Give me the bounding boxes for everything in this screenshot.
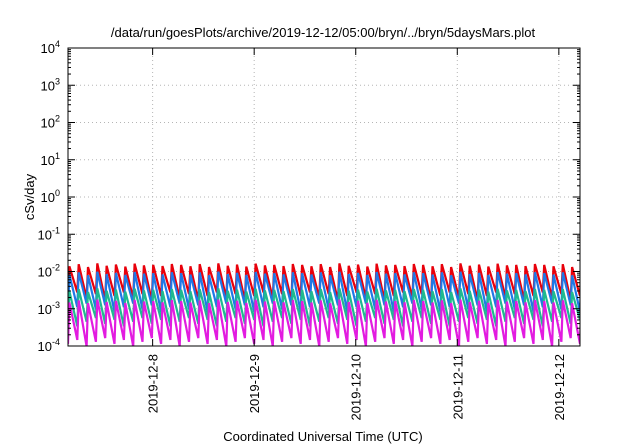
x-axis-label: Coordinated Universal Time (UTC) bbox=[223, 429, 422, 444]
y-tick-label: 10-3 bbox=[38, 300, 60, 317]
series-line-4 bbox=[68, 299, 580, 346]
series-line-3 bbox=[68, 288, 580, 327]
x-tick-label: 2019-12-10 bbox=[349, 354, 364, 421]
x-tick-label: 2019-12-12 bbox=[552, 354, 567, 421]
y-tick-label: 104 bbox=[41, 39, 60, 56]
y-axis: 10-4 10-3 10-2 10-1 100 101 102 103 104 bbox=[38, 39, 580, 354]
y-tick-label: 10-1 bbox=[38, 225, 60, 242]
x-axis: 2019-12-8 2019-12-9 2019-12-10 2019-12-11 20… bbox=[146, 48, 567, 421]
y-tick-label: 101 bbox=[41, 151, 60, 168]
y-axis-label: cSv/day bbox=[22, 173, 37, 220]
x-tick-label: 2019-12-8 bbox=[146, 354, 161, 413]
x-tick-label: 2019-12-9 bbox=[247, 354, 262, 413]
series-group bbox=[68, 263, 580, 346]
series-line-2 bbox=[68, 271, 580, 313]
series-line-1 bbox=[68, 263, 580, 301]
y-tick-label: 100 bbox=[41, 188, 60, 205]
x-tick-label: 2019-12-11 bbox=[450, 354, 465, 420]
y-tick-label: 102 bbox=[41, 114, 60, 131]
y-tick-label: 10-2 bbox=[38, 263, 60, 280]
y-tick-label: 103 bbox=[41, 76, 60, 93]
chart-title: /data/run/goesPlots/archive/2019-12-12/0… bbox=[111, 25, 536, 40]
y-tick-label: 10-4 bbox=[38, 337, 60, 354]
